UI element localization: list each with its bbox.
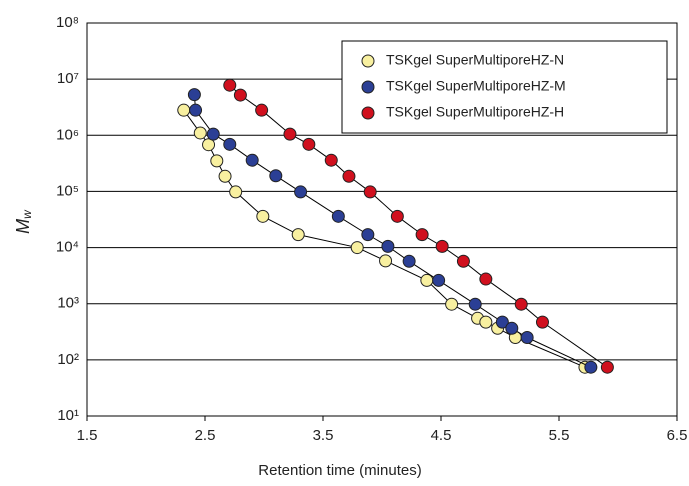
y-tick-label: 10⁶ [56,126,79,143]
data-point [342,169,356,183]
data-point [302,137,316,151]
y-tick-label: 10⁸ [56,14,79,31]
data-point [283,127,297,141]
data-point [189,103,203,117]
data-point [435,239,449,253]
legend-marker [361,80,375,94]
data-point [206,127,220,141]
data-point [294,185,308,199]
data-point [415,228,429,242]
data-point [361,228,375,242]
data-point [420,273,434,287]
data-point [229,185,243,199]
legend-label: TSKgel SuperMultiporeHZ-H [386,104,564,120]
data-point [600,360,614,374]
data-point [255,103,269,117]
data-point [432,273,446,287]
data-point [379,254,393,268]
data-point [218,169,232,183]
x-tick-label: 4.5 [431,427,452,444]
legend-label: TSKgel SuperMultiporeHZ-N [386,52,564,68]
data-point [520,331,534,345]
data-point [390,209,404,223]
data-point [479,272,493,286]
data-point [269,169,283,183]
data-point [233,88,247,102]
series-line [183,109,586,368]
y-tick-label: 10⁴ [56,239,79,256]
data-point [223,137,237,151]
data-point [514,297,528,311]
plot-frame [86,22,678,417]
data-point [245,153,259,167]
data-point [187,88,201,102]
data-point [584,360,598,374]
data-point [479,315,493,329]
legend-label: TSKgel SuperMultiporeHZ-M [386,78,566,94]
y-tick-label: 10¹ [57,407,79,424]
x-axis-label: Retention time (minutes) [258,462,421,479]
data-point [456,254,470,268]
x-tick-label: 5.5 [549,427,570,444]
x-tick-label: 1.5 [77,427,98,444]
x-tick-label: 2.5 [195,427,216,444]
x-tick-label: 3.5 [313,427,334,444]
data-point [193,126,207,140]
data-point [324,153,338,167]
data-point [350,241,364,255]
y-tick-label: 10⁵ [56,182,79,199]
data-point [177,103,191,117]
legend-marker [361,106,375,120]
data-point [495,315,509,329]
y-axis-label: Mw [13,209,34,234]
y-axis-label-main: M [13,219,33,234]
y-axis-label-subscript: w [20,209,34,219]
y-tick-label: 10² [57,351,79,368]
data-point [363,185,377,199]
data-point [535,315,549,329]
legend-box [341,40,668,134]
data-point [210,154,224,168]
data-point [402,254,416,268]
data-point [331,209,345,223]
data-point [223,78,237,92]
y-tick-label: 10³ [57,295,79,312]
legend-marker [361,54,375,68]
data-point [381,239,395,253]
data-point [291,228,305,242]
x-tick-label: 6.5 [667,427,688,444]
series-line [229,84,608,368]
data-point [445,297,459,311]
data-point [468,297,482,311]
data-point [202,138,216,152]
data-point [505,321,519,335]
data-point [256,209,270,223]
y-tick-label: 10⁷ [57,70,79,87]
